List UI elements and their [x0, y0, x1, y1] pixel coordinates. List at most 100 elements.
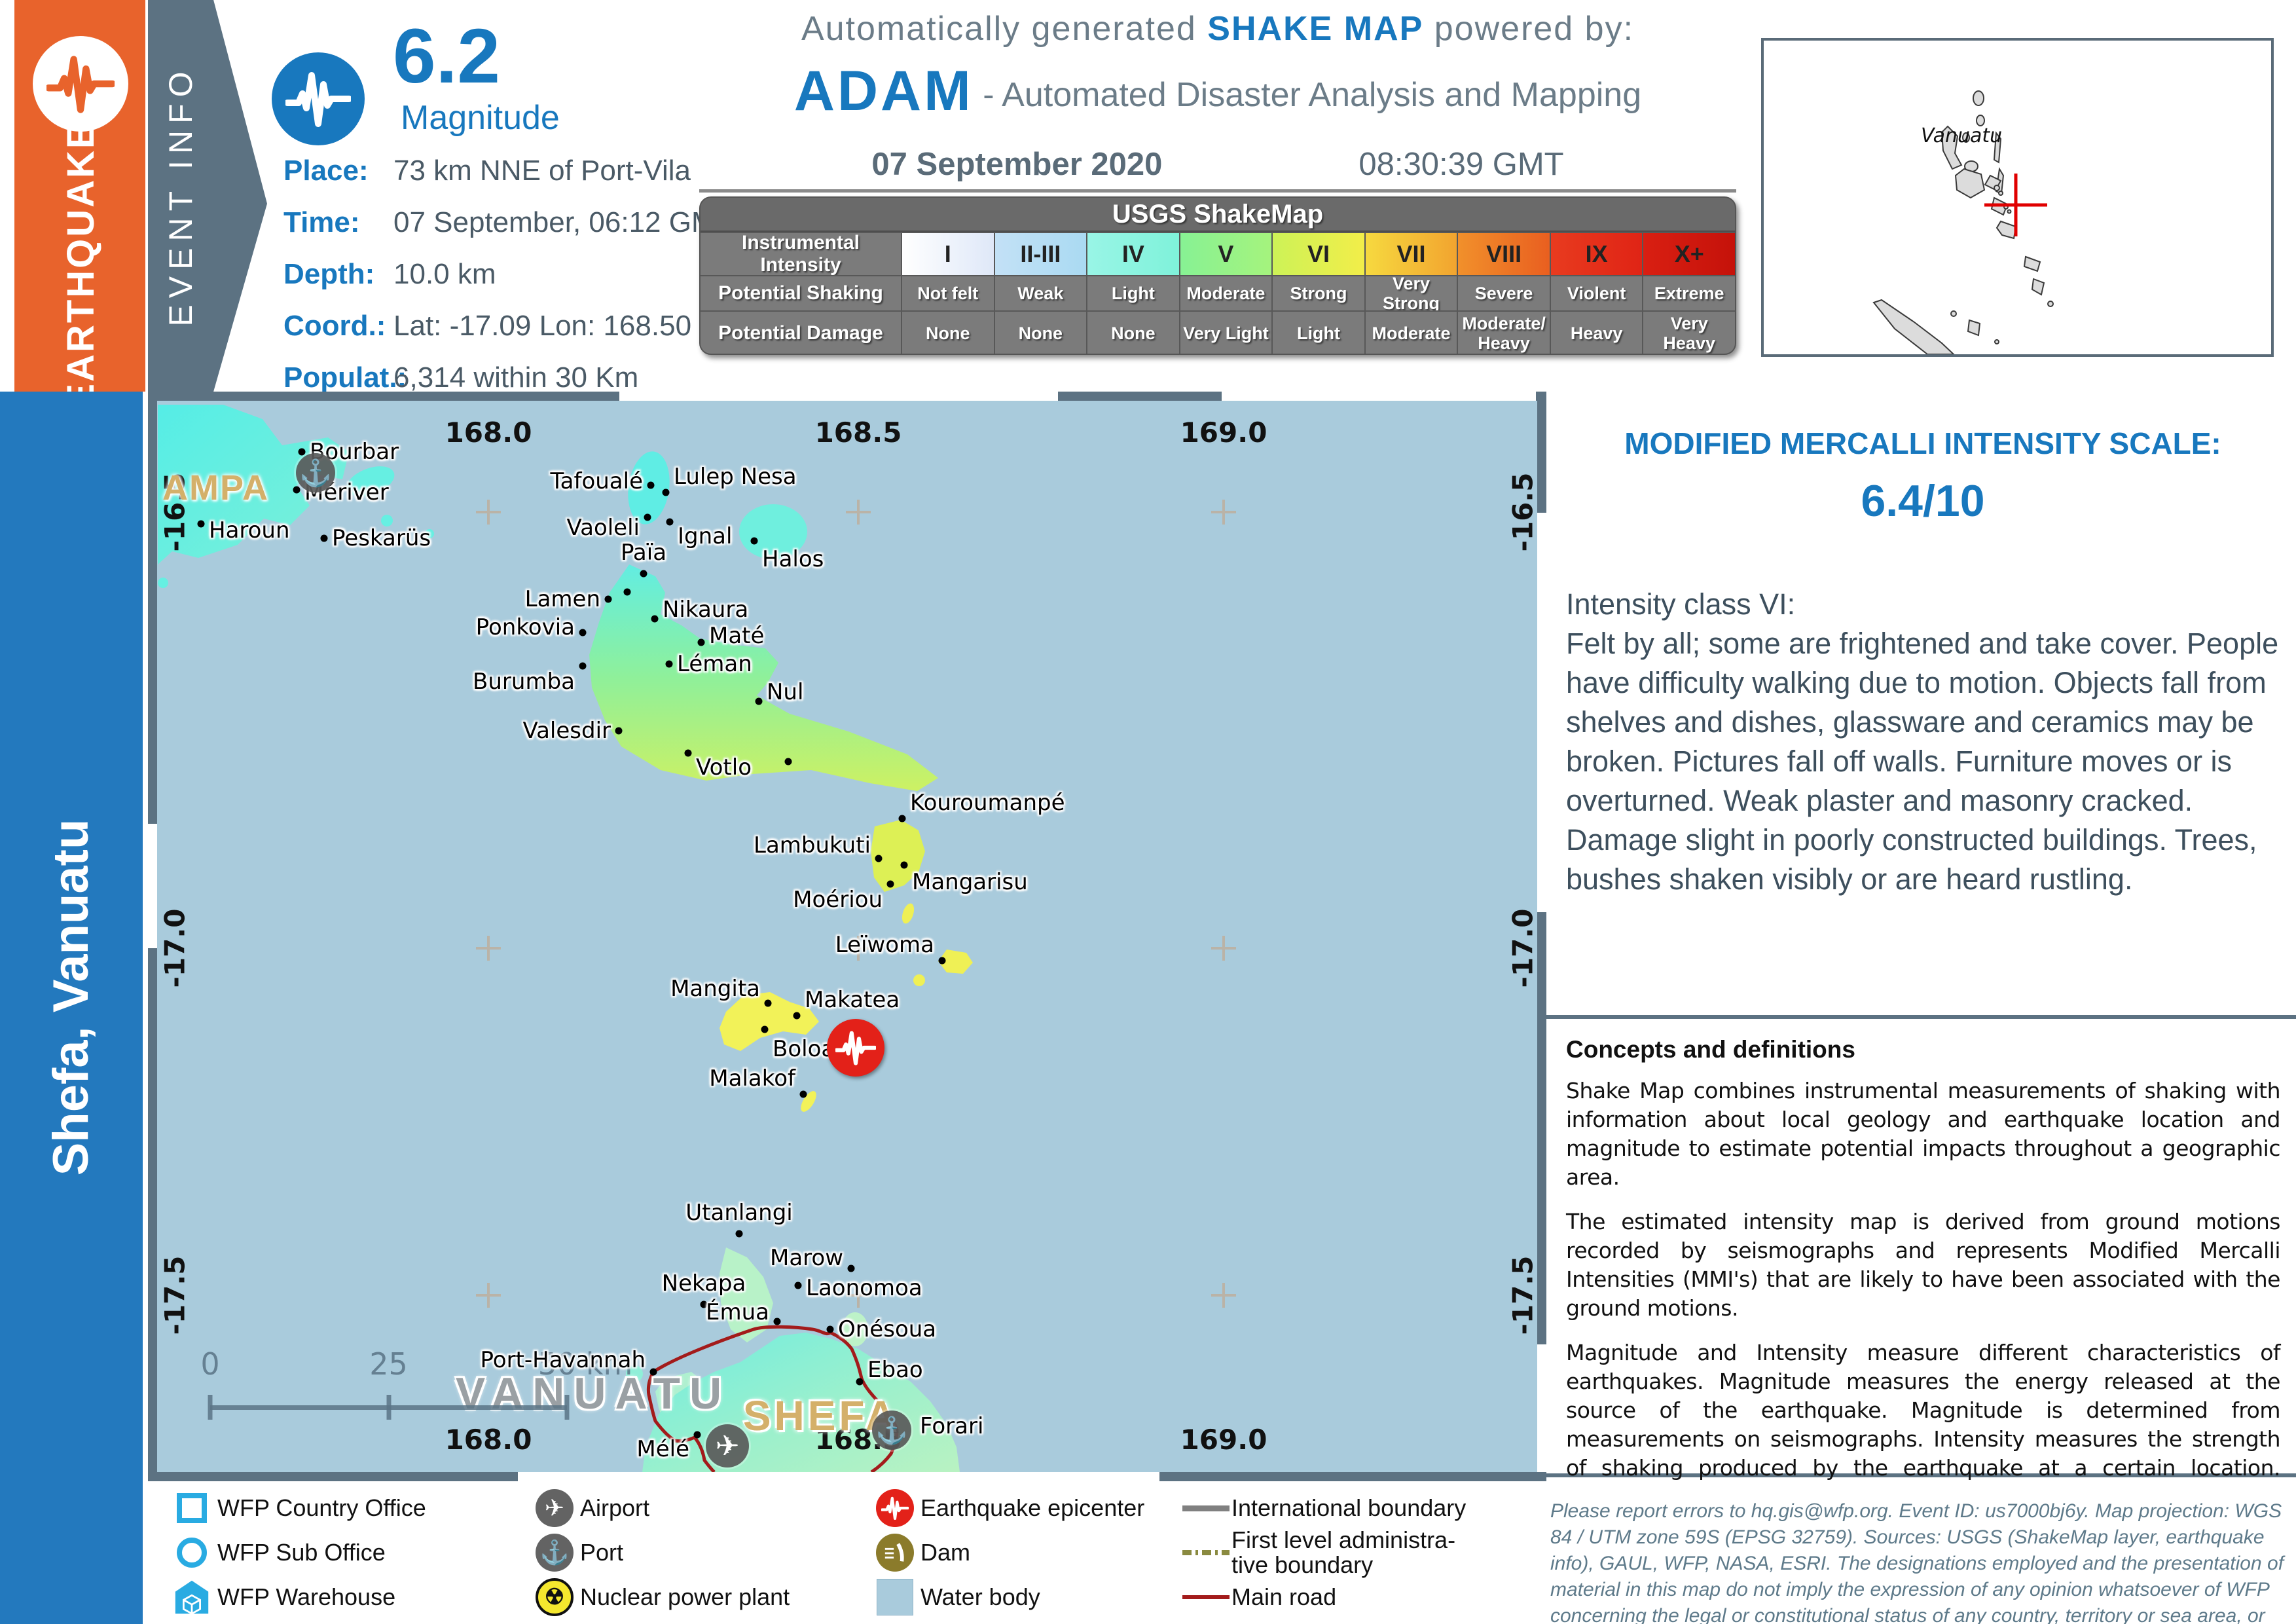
graticule-cross	[846, 1283, 871, 1308]
usgs-cell-damage: None	[1086, 310, 1179, 354]
admin-boundary-icon	[1180, 1550, 1231, 1555]
town-label-l-man: Léman	[677, 651, 752, 677]
event-info-row: Populat.: 6,314 within 30 Km	[283, 363, 689, 393]
legend-label: Nuclear power plant	[580, 1583, 790, 1610]
legend-item: International boundary	[1180, 1486, 1466, 1530]
earthquake-epicenter-icon	[827, 1019, 884, 1077]
town-label-burumba: Burumba	[473, 669, 575, 695]
town-dot	[649, 1368, 657, 1376]
concepts-paragraph: Shake Map combines instrumental measurem…	[1566, 1078, 2281, 1190]
concepts-section: Concepts and definitions Shake Map combi…	[1546, 1015, 2296, 1538]
usgs-cell-damage: Very Light	[1178, 310, 1272, 354]
event-info-row: Time: 07 September, 06:12 GMT	[283, 208, 733, 238]
town-dot	[700, 1301, 708, 1308]
legend-item: ⚓ Port	[529, 1531, 790, 1574]
graticule-cross	[476, 500, 501, 525]
legend-label: WFP Country Office	[217, 1494, 426, 1521]
town-label-ignal: Ignal	[678, 523, 733, 549]
town-dot	[651, 615, 659, 623]
usgs-cell-intensity: II-III	[993, 232, 1087, 275]
title-prefix: Automatically generated	[801, 10, 1208, 48]
usgs-cell-shaking: Violent	[1549, 275, 1643, 310]
usgs-shakemap-table: USGS ShakeMap Instrumental Intensity I II-…	[699, 196, 1736, 355]
town-label-on-soua: Onésoua	[838, 1316, 937, 1342]
map-frame-segment	[1222, 392, 1536, 401]
page-title: Automatically generated SHAKE MAP powere…	[699, 9, 1736, 183]
town-label-le-woma: Leïwoma	[835, 932, 934, 958]
graticule-cross	[1211, 936, 1236, 961]
town-dot	[604, 595, 612, 603]
town-dot	[847, 1264, 855, 1272]
adam-subtitle: - Automated Disaster Analysis and Mappin…	[973, 76, 1642, 114]
town-label-malakof: Malakof	[709, 1065, 795, 1092]
usgs-cell-intensity: VI	[1271, 232, 1364, 275]
disclaimer-text: Please report errors to hq.gis@wfp.org. …	[1550, 1500, 2284, 1624]
airport-icon: ✈	[529, 1489, 580, 1527]
legend-item: Main road	[1180, 1576, 1466, 1619]
town-label-mangarisu: Mangarisu	[912, 869, 1028, 895]
map-frame-segment	[1537, 1344, 1546, 1472]
legend-label: Dam	[920, 1539, 971, 1566]
legend-item: WFP Warehouse	[166, 1576, 426, 1619]
lon-axis-label: 168.0	[445, 1424, 532, 1456]
legend-group: WFP Country Office WFP Sub Office WFP Ware…	[166, 1486, 426, 1620]
event-info-row: Place: 73 km NNE of Port-Vila	[283, 156, 691, 186]
town-dot	[197, 520, 205, 528]
legend-label: Water body	[920, 1583, 1040, 1610]
scalebar-label: 50 km	[538, 1346, 633, 1382]
concepts-paragraph: The estimated intensity map is derived f…	[1566, 1209, 2281, 1321]
town-dot	[647, 481, 655, 489]
town-label-forari: Forari	[920, 1413, 984, 1439]
usgs-cell-shaking: Very Strong	[1364, 274, 1457, 313]
magnitude-value: 6.2	[393, 13, 501, 100]
town-label-makatea: Makatea	[805, 987, 900, 1013]
town-label-utanlangi: Utanlangi	[685, 1200, 793, 1226]
usgs-table-grid: Instrumental Intensity I II-III IV V VI VII VII…	[701, 231, 1735, 354]
town-label-lambukuti: Lambukuti	[754, 832, 871, 858]
legend-label: International boundary	[1231, 1494, 1467, 1521]
usgs-cell-damage: Moderate/ Heavy	[1457, 310, 1550, 354]
town-label-peskar-s: Peskarüs	[332, 525, 431, 551]
wfp-warehouse-icon	[166, 1579, 217, 1615]
wfp-country-office-icon	[166, 1493, 217, 1523]
title-highlight: SHAKE MAP	[1207, 10, 1424, 48]
lat-axis-label: -16.5	[1506, 472, 1538, 552]
port-icon: ⚓	[296, 453, 335, 492]
map-frame-segment	[1537, 513, 1546, 912]
scalebar-tick	[208, 1395, 213, 1420]
lat-axis-label: -17.5	[1506, 1255, 1538, 1335]
town-dot	[755, 697, 763, 705]
usgs-cell-intensity: VIII	[1457, 232, 1550, 275]
earthquake-banner: EARTHQUAKE	[14, 0, 145, 409]
port-icon: ⚓	[529, 1534, 580, 1572]
lon-axis-label: 168.5	[814, 416, 902, 449]
town-dot	[856, 1378, 864, 1386]
town-label-valesdir: Valesdir	[522, 718, 611, 744]
usgs-cell-shaking: Light	[1086, 275, 1179, 310]
town-dot	[886, 880, 894, 888]
region-label-malampa: AMPA	[162, 468, 269, 507]
town-dot	[875, 855, 883, 862]
usgs-cell-shaking: Not felt	[901, 275, 994, 310]
legend-label: WFP Warehouse	[217, 1583, 396, 1610]
settlement-dot	[623, 588, 631, 596]
mmi-scale-title: MODIFIED MERCALLI INTENSITY SCALE:	[1624, 426, 2221, 460]
town-label-m-l-: Mélé	[636, 1436, 689, 1462]
town-dot	[662, 489, 670, 496]
legend-item: First level administra- tive boundary	[1180, 1528, 1466, 1578]
town-dot	[826, 1325, 834, 1333]
lat-axis-label: -17.0	[1506, 908, 1538, 988]
magnitude-label: Magnitude	[401, 99, 560, 137]
usgs-cell-damage: Heavy	[1549, 310, 1643, 354]
event-info-label-populat: Populat.:	[283, 361, 407, 394]
graticule-cross	[476, 936, 501, 961]
town-dot	[684, 749, 692, 757]
event-time: 08:30:39 GMT	[1358, 147, 1564, 182]
legend-label: Airport	[580, 1494, 650, 1521]
event-date: 07 September 2020	[871, 147, 1163, 182]
town-dot	[773, 1318, 781, 1325]
town-label-ebao: Ebao	[867, 1357, 923, 1383]
event-info-value: 6,314 within 30 Km	[393, 361, 639, 394]
event-info-band: EVENT INFO	[148, 0, 267, 392]
locator-inset-map: Vanuatu	[1761, 38, 2274, 357]
